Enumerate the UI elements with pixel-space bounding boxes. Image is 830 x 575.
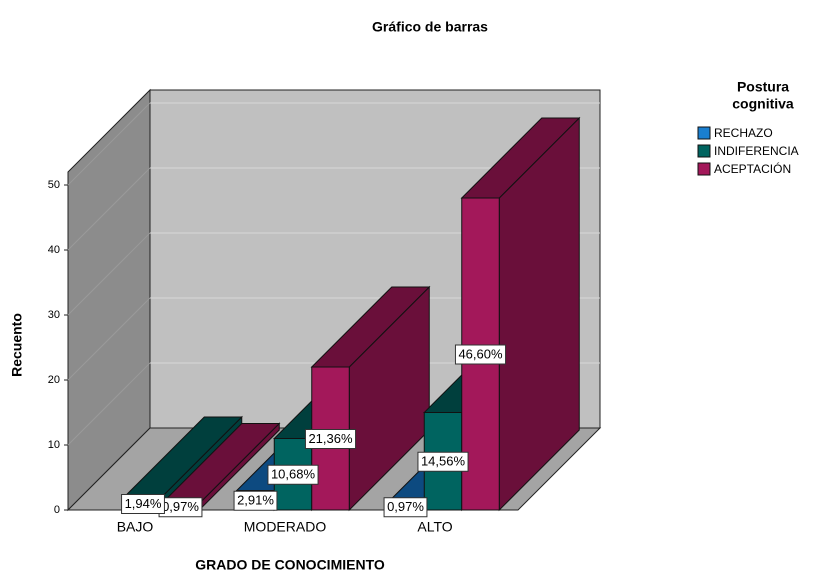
x-tick-label: ALTO <box>417 519 452 535</box>
value-label-text: 46,60% <box>458 346 503 361</box>
value-label-box <box>233 490 278 511</box>
y-tick-label: 30 <box>48 309 60 321</box>
grid-line <box>67 102 151 186</box>
legend-swatch <box>697 144 711 158</box>
legend-swatch <box>697 162 711 176</box>
value-label-text: 0,97% <box>387 499 424 514</box>
grid-line <box>67 297 151 381</box>
value-label-text: 10,68% <box>271 467 316 482</box>
legend-label: INDIFERENCIA <box>714 144 799 158</box>
value-label-box <box>121 494 165 514</box>
value-label: 0,97% <box>158 497 203 518</box>
value-label-box <box>383 497 428 518</box>
y-tick-label: 0 <box>54 504 60 516</box>
value-label-box <box>417 451 469 472</box>
y-tick-label: 50 <box>48 179 60 191</box>
value-label: 46,60% <box>454 344 507 365</box>
value-label-text: 1,94% <box>125 496 162 511</box>
value-label: 2,91% <box>233 490 278 511</box>
chart-title: Gráfico de barras <box>372 19 488 35</box>
y-axis-title: Recuento <box>9 313 25 377</box>
value-label: 21,36% <box>304 429 357 449</box>
value-label-text: 2,91% <box>237 493 274 508</box>
x-axis-title: GRADO DE CONOCIMIENTO <box>195 557 385 573</box>
value-label-box <box>267 464 319 485</box>
legend-label: ACEPTACIÓN <box>714 161 791 176</box>
grid-line <box>67 362 151 446</box>
legend-swatch <box>697 126 711 140</box>
value-label: 0,97% <box>383 497 428 518</box>
legend-label: RECHAZO <box>714 126 773 140</box>
y-tick-label: 20 <box>48 374 60 386</box>
value-label: 1,94% <box>121 494 165 514</box>
value-label-box <box>304 429 357 449</box>
value-label-box <box>454 344 507 365</box>
legend-title: cognitiva <box>732 96 794 112</box>
y-tick-label: 40 <box>48 244 60 256</box>
legend-title: Postura <box>737 79 789 95</box>
grid-line <box>67 232 151 316</box>
value-label-text: 14,56% <box>421 454 466 469</box>
value-label: 14,56% <box>417 451 469 472</box>
value-label-text: 0,97% <box>162 499 199 514</box>
y-tick-label: 10 <box>48 439 60 451</box>
value-label-text: 21,36% <box>308 431 353 446</box>
x-tick-label: MODERADO <box>244 519 327 535</box>
x-tick-label: BAJO <box>117 519 154 535</box>
grid-line <box>67 167 151 251</box>
value-label: 10,68% <box>267 464 319 485</box>
